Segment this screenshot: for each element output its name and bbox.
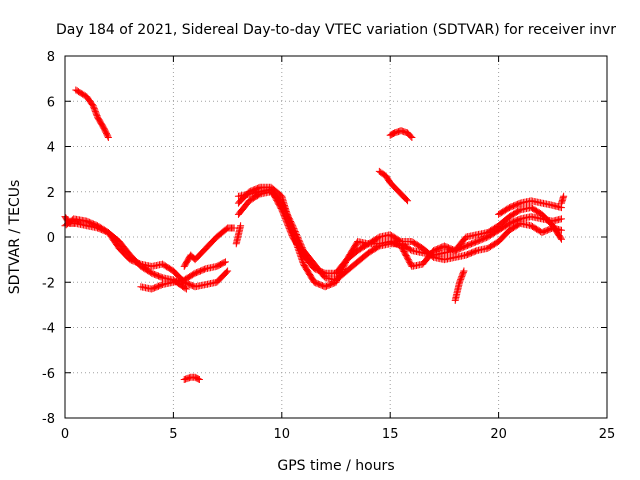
data-point bbox=[560, 192, 568, 200]
data-point bbox=[407, 246, 415, 254]
y-tick-label: 0 bbox=[47, 231, 55, 246]
data-point bbox=[557, 215, 565, 223]
data-point bbox=[281, 213, 289, 221]
data-point bbox=[157, 281, 165, 289]
data-point bbox=[282, 217, 290, 225]
data-point bbox=[557, 234, 565, 242]
data-point bbox=[157, 273, 165, 281]
y-tick-label: -4 bbox=[42, 322, 55, 337]
data-point bbox=[287, 229, 295, 237]
data-point bbox=[515, 207, 523, 215]
data-point bbox=[408, 133, 416, 141]
data-point bbox=[515, 200, 523, 208]
data-point bbox=[182, 285, 190, 293]
x-tick-label: 0 bbox=[61, 427, 69, 442]
data-point bbox=[279, 209, 287, 217]
data-point bbox=[194, 375, 202, 383]
data-point bbox=[136, 260, 144, 268]
data-point bbox=[280, 210, 288, 218]
data-point bbox=[407, 132, 415, 140]
data-point bbox=[278, 207, 286, 215]
series-arc-6 bbox=[180, 373, 203, 384]
y-tick-label: 8 bbox=[47, 50, 55, 65]
y-tick-labels: -8 -6 -4 -2 0 2 4 6 8 bbox=[42, 50, 55, 427]
series-arc-10 bbox=[495, 197, 565, 218]
data-point bbox=[363, 241, 371, 249]
y-tick-label: -8 bbox=[42, 412, 55, 427]
data-point bbox=[298, 257, 306, 265]
data-point bbox=[237, 222, 245, 230]
series-arc-3 bbox=[137, 258, 229, 293]
series-arc-9 bbox=[234, 185, 565, 277]
data-point bbox=[460, 267, 468, 275]
data-point bbox=[278, 206, 286, 214]
data-points bbox=[61, 86, 568, 384]
series-arc-5 bbox=[72, 86, 112, 141]
y-tick-label: 6 bbox=[47, 95, 55, 110]
data-point bbox=[285, 223, 293, 231]
data-point bbox=[104, 133, 112, 141]
data-point bbox=[459, 268, 467, 276]
data-point bbox=[221, 258, 229, 266]
data-point bbox=[402, 196, 410, 204]
y-tick-label: -2 bbox=[42, 276, 55, 291]
data-point bbox=[557, 235, 565, 243]
data-point bbox=[284, 220, 292, 228]
series-arc-14 bbox=[232, 222, 245, 248]
y-tick-label: 2 bbox=[47, 186, 55, 201]
data-point bbox=[284, 222, 292, 230]
data-point bbox=[283, 219, 291, 227]
data-point bbox=[201, 265, 209, 273]
data-point bbox=[195, 376, 203, 384]
data-point bbox=[230, 224, 238, 232]
x-tick-label: 15 bbox=[382, 427, 399, 442]
series-arc-15 bbox=[557, 192, 568, 207]
data-point bbox=[224, 267, 232, 275]
data-point bbox=[374, 234, 382, 242]
series-arc-13 bbox=[451, 267, 468, 304]
series-arc-11 bbox=[375, 167, 412, 205]
data-point bbox=[220, 259, 228, 267]
data-point bbox=[104, 132, 112, 140]
x-tick-labels: 0 5 10 15 20 25 bbox=[61, 427, 615, 442]
y-tick-label: 4 bbox=[47, 141, 55, 156]
y-axis-label: SDTVAR / TECUs bbox=[7, 180, 23, 295]
series-arc-12 bbox=[386, 127, 416, 141]
data-point bbox=[280, 212, 288, 220]
x-tick-label: 20 bbox=[490, 427, 507, 442]
data-point bbox=[286, 226, 294, 234]
data-point bbox=[285, 224, 293, 232]
chart-title: Day 184 of 2021, Sidereal Day-to-day VTE… bbox=[56, 22, 616, 38]
data-point bbox=[287, 230, 295, 238]
data-point bbox=[320, 269, 328, 277]
x-axis-label: GPS time / hours bbox=[277, 458, 394, 474]
data-point bbox=[282, 216, 290, 224]
y-tick-label: -6 bbox=[42, 367, 55, 382]
data-point bbox=[404, 197, 412, 205]
data-point bbox=[281, 214, 289, 222]
x-tick-label: 25 bbox=[599, 427, 616, 442]
data-point bbox=[286, 227, 294, 235]
x-tick-label: 10 bbox=[274, 427, 291, 442]
data-point bbox=[223, 268, 231, 276]
series-arc-4 bbox=[180, 224, 238, 270]
series-arc-2 bbox=[61, 215, 232, 291]
plot-frame bbox=[64, 55, 608, 419]
x-tick-label: 5 bbox=[169, 427, 177, 442]
data-point bbox=[472, 247, 480, 255]
